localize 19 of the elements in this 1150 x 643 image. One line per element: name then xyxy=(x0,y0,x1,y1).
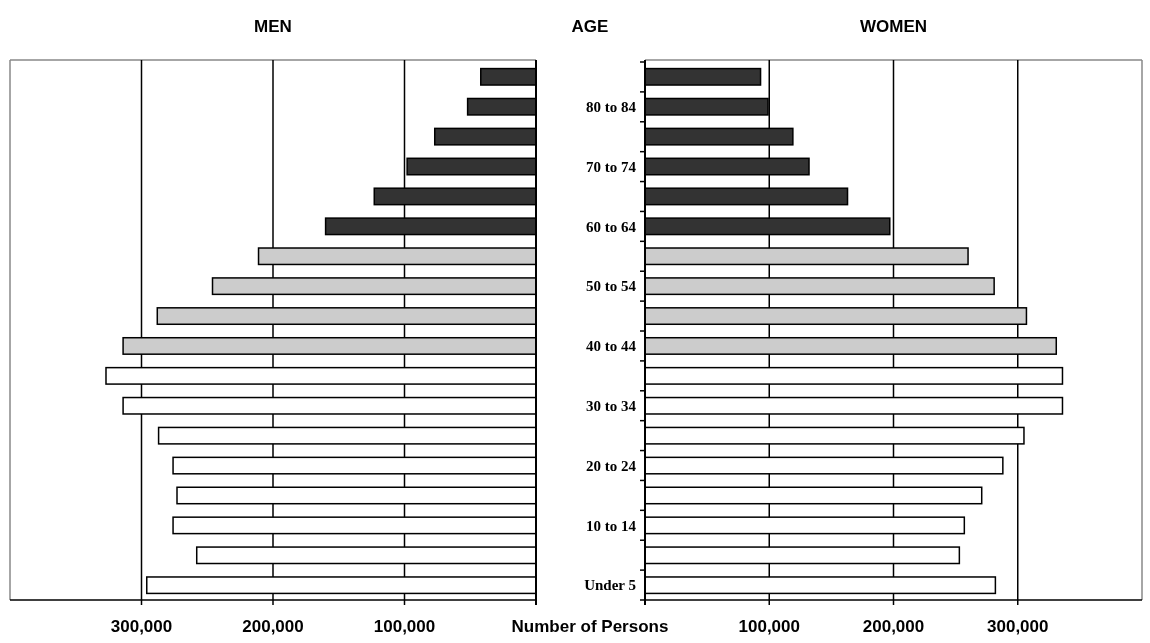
y-tick-label: 50 to 54 xyxy=(586,278,637,295)
x-tick-label: 200,000 xyxy=(862,617,925,636)
y-tick-label: 40 to 44 xyxy=(586,338,637,355)
y-tick-label: Under 5 xyxy=(584,577,636,594)
y-tick-label: 10 to 14 xyxy=(586,517,637,534)
chart-title: MEN xyxy=(254,17,292,36)
x-tick-label: 200,000 xyxy=(242,617,304,636)
y-tick-label: 60 to 64 xyxy=(586,218,637,235)
chart-title: WOMEN xyxy=(859,17,928,36)
y-tick-label: 20 to 24 xyxy=(586,457,637,474)
x-tick-label: 300,000 xyxy=(110,617,173,636)
y-tick-label: 70 to 74 xyxy=(586,158,637,175)
x-axis-title: Number of Persons xyxy=(511,617,669,636)
x-tick-label: 100,000 xyxy=(738,617,800,636)
x-tick-label: 300,000 xyxy=(987,617,1049,636)
y-tick-label: 80 to 84 xyxy=(586,98,637,115)
y-tick-label: 30 to 34 xyxy=(586,398,637,415)
x-tick-label: 100,000 xyxy=(373,617,436,636)
y-axis-title: AGE xyxy=(571,17,609,36)
